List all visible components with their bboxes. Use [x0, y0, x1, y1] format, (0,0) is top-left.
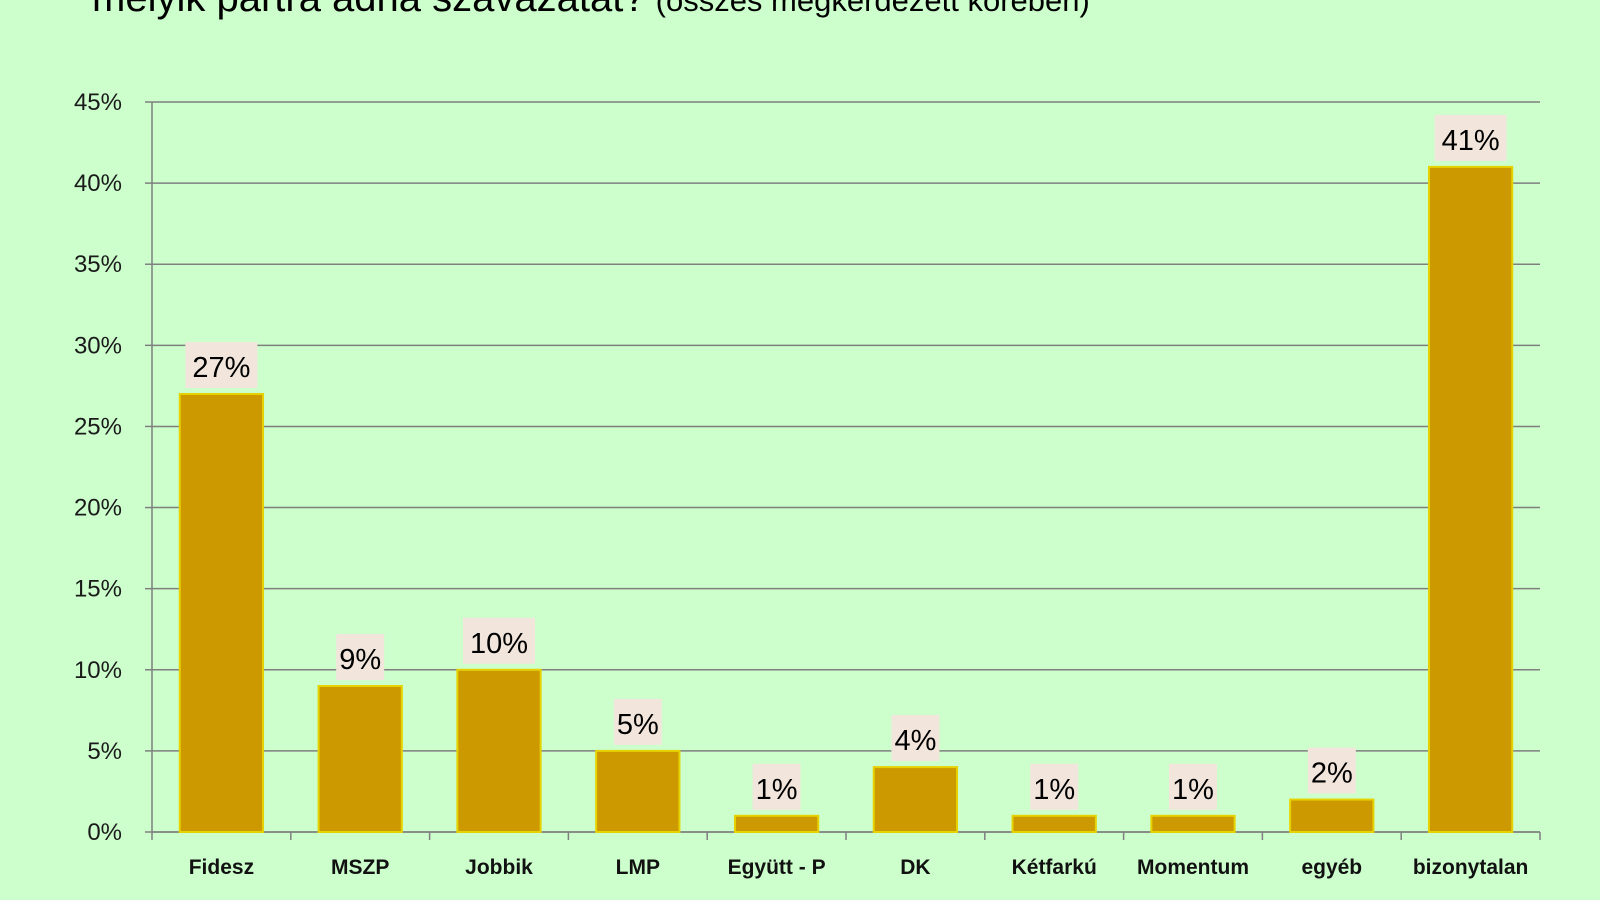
data-label-bg: [463, 617, 535, 664]
data-label-bg: [1434, 114, 1507, 161]
y-tick-label: 30%: [74, 332, 122, 359]
data-label-bg: [185, 342, 258, 388]
data-label-bg: [336, 634, 385, 680]
bar-mszp: [317, 685, 403, 833]
data-label: 41%: [1442, 125, 1500, 157]
data-label-bg: [1169, 763, 1217, 810]
data-label: 1%: [1033, 774, 1075, 806]
data-label: 4%: [894, 725, 936, 757]
data-label-bg: [1030, 763, 1079, 810]
bar-fidesz: [178, 393, 265, 833]
data-label-bg: [1307, 747, 1356, 794]
data-label: 1%: [1172, 774, 1214, 806]
category-label: bizonytalan: [1413, 856, 1529, 879]
bar-jobbik: [456, 668, 542, 833]
y-tick-label: 0%: [87, 819, 122, 846]
bar-lmp: [595, 749, 681, 834]
chart-title: melyik pártra adná szavazatát? (összes me…: [92, 0, 1090, 21]
chart-title-main: melyik pártra adná szavazatát?: [92, 0, 646, 20]
y-tick-label: 25%: [74, 413, 122, 440]
bar-dk: [872, 766, 959, 833]
category-label: Együtt - P: [728, 856, 826, 879]
bar-kétfarkú: [1011, 814, 1097, 833]
data-label: 27%: [192, 352, 250, 384]
category-label: Jobbik: [465, 856, 533, 879]
bar-momentum: [1150, 814, 1236, 833]
data-label: 9%: [339, 644, 381, 676]
y-tick-label: 10%: [74, 657, 122, 684]
y-tick-label: 15%: [74, 576, 122, 603]
category-label: egyéb: [1301, 856, 1362, 879]
bar-bizonytalan: [1427, 165, 1514, 833]
category-label: LMP: [616, 856, 660, 879]
y-tick-label: 40%: [74, 170, 122, 197]
y-tick-label: 20%: [74, 495, 122, 522]
data-label: 2%: [1311, 758, 1353, 790]
data-label: 1%: [756, 774, 798, 806]
category-label: Momentum: [1137, 856, 1249, 879]
chart-title-sub: (összes megkérdezett körében): [655, 0, 1090, 18]
category-label: Kétfarkú: [1012, 856, 1097, 879]
category-label: Fidesz: [189, 856, 254, 879]
category-label: DK: [900, 856, 930, 879]
data-label: 10%: [470, 628, 528, 660]
data-label-bg: [752, 763, 801, 810]
data-label-bg: [613, 698, 662, 745]
y-tick-label: 5%: [87, 738, 122, 765]
data-label: 5%: [617, 709, 659, 741]
category-label: MSZP: [331, 856, 389, 879]
y-tick-label: 45%: [74, 89, 122, 116]
bar-együtt-p: [733, 814, 820, 833]
y-tick-label: 35%: [74, 251, 122, 278]
data-label-bg: [891, 715, 940, 762]
bar-egyéb: [1289, 798, 1375, 833]
